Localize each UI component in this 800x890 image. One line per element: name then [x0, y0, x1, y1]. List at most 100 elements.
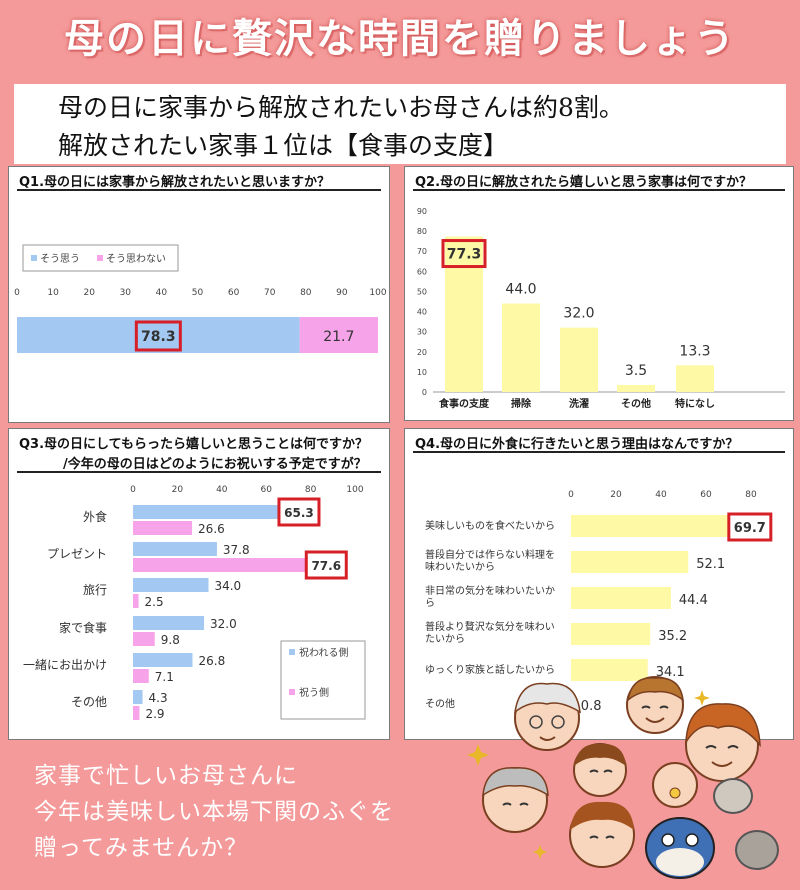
q3-legend-label: 祝われる側	[299, 646, 349, 659]
lead-line-1: 母の日に家事から解放されたいお母さんは約8割。	[58, 93, 624, 122]
q4-panel: Q4.母の日に外食に行きたいと思う理由はなんですか？ 0 20 40 60 80 美味しい…	[404, 428, 794, 740]
q4-category-label: 普段より贅沢な気分を味わい	[425, 620, 555, 633]
q1-data-label: 78.3	[141, 329, 176, 345]
q2-bar	[617, 384, 655, 392]
q3-bar	[133, 632, 155, 646]
q4-x-tick: 80	[745, 490, 757, 500]
q3-title-rule	[17, 471, 381, 473]
q2-title: Q2.母の日に解放されたら嬉しいと思う家事は何ですか？	[415, 175, 753, 190]
q4-x-tick: 60	[700, 490, 712, 500]
banner-title: 母の日に贅沢な時間を贈りましょう	[64, 15, 736, 62]
q3-x-tick: 60	[260, 485, 272, 495]
q4-title-rule	[413, 451, 785, 453]
q4-x-tick: 0	[568, 490, 574, 500]
q3-category-label: 旅行	[83, 583, 107, 597]
q1-x-tick: 0	[14, 288, 20, 298]
q3-x-tick: 40	[216, 485, 228, 495]
q4-data-label: 44.4	[679, 593, 708, 608]
q2-y-tick: 10	[417, 368, 427, 377]
q3-bar	[133, 521, 193, 535]
q4-bar	[571, 659, 648, 681]
lead-line-2: 解放されたい家事１位は【食事の支度】	[58, 131, 509, 160]
q2-bar	[560, 327, 598, 392]
q3-bar	[133, 594, 139, 608]
q3-highlight-box	[304, 550, 348, 580]
q3-bar	[133, 505, 278, 519]
q3-bar	[133, 558, 306, 572]
older-woman-face	[482, 767, 549, 833]
q1-data-label: 21.7	[323, 329, 354, 345]
q1-x-tick: 40	[156, 288, 168, 298]
q1-legend-swatch	[31, 255, 37, 261]
q2-category-label: 掃除	[511, 397, 532, 410]
q2-bar	[445, 236, 483, 392]
q4-x-tick: 20	[610, 490, 622, 500]
q2-panel: Q2.母の日に解放されたら嬉しいと思う家事は何ですか？ 0 10 20 30 40 50 6…	[404, 166, 794, 421]
q1-x-tick: 60	[228, 288, 240, 298]
q2-y-tick: 90	[417, 207, 427, 216]
q3-x-tick: 80	[305, 485, 317, 495]
q4-bar	[571, 551, 689, 573]
footer-line-2: 今年は美味しい本場下関のふぐを	[34, 799, 394, 825]
q2-category-label: 洗濯	[569, 397, 589, 410]
footer-line-3: 贈ってみませんか？	[34, 835, 249, 861]
q1-x-tick: 80	[300, 288, 312, 298]
q3-bar	[133, 653, 193, 667]
q4-bar	[571, 693, 573, 715]
q2-y-tick: 30	[417, 328, 427, 337]
q3-data-label: 65.3	[284, 506, 314, 520]
q4-bar	[571, 587, 671, 609]
q2-category-label: その他	[621, 397, 651, 410]
q4-category-label: たいから	[425, 633, 465, 645]
q4-x-tick: 40	[655, 490, 667, 500]
q3-bar	[133, 690, 143, 704]
q1-legend-label: そう思わない	[106, 253, 166, 265]
q2-bar	[676, 365, 714, 392]
q1-title-rule	[17, 189, 381, 191]
q3-bar	[133, 706, 140, 720]
q3-category-label: プレゼント	[47, 547, 107, 561]
q4-data-label: 0.8	[581, 699, 602, 714]
q4-data-label: 52.1	[696, 557, 725, 572]
q3-legend-swatch	[289, 649, 295, 655]
q3-data-label: 2.9	[145, 707, 164, 721]
q3-category-label: その他	[71, 695, 107, 709]
q4-bar	[571, 623, 651, 645]
q3-legend-swatch	[289, 689, 295, 695]
q3-data-label: 4.3	[149, 691, 168, 705]
q3-chart: 0 20 40 60 80 100 外食 65.3 26.6 プレゼント 37.8 77.6 旅行 34.…	[23, 485, 366, 721]
q1-x-tick: 100	[369, 288, 386, 298]
q2-y-tick: 50	[417, 287, 427, 296]
q3-x-tick: 100	[346, 485, 363, 495]
q3-subtitle: /今年の母の日はどのようにお祝いする予定ですが？	[63, 457, 367, 472]
q2-data-label: 13.3	[679, 343, 710, 359]
q1-panel: Q1.母の日には家事から解放されたいと思いますか？ 0 10 20 30 40 50 60 7…	[8, 166, 390, 423]
q4-category-label: ら	[425, 597, 435, 609]
q3-data-label: 32.0	[210, 617, 237, 631]
q3-category-label: 家で食事	[59, 620, 107, 635]
q2-data-label: 3.5	[625, 363, 647, 379]
q2-y-tick: 70	[417, 247, 427, 256]
q3-category-label: 外食	[83, 509, 107, 524]
q1-legend-label: そう思う	[40, 253, 80, 265]
q3-data-label: 2.5	[145, 595, 164, 609]
q4-data-label: 34.1	[656, 665, 685, 680]
q2-category-label: 特になし	[675, 397, 715, 410]
q3-title: Q3.母の日にしてもらったら嬉しいと思うことは何ですか？	[19, 437, 368, 452]
q2-data-label: 77.3	[447, 247, 482, 263]
q2-data-label: 44.0	[505, 282, 536, 298]
q4-category-label: 美味しいものを食べたいから	[425, 519, 555, 532]
q1-chart: 0 10 20 30 40 50 60 70 80 90 100 そう思う そう思わない 78.3 21.7	[14, 244, 387, 353]
q4-chart: 0 20 40 60 80 美味しいものを食べたいから 69.7 普段自分では作らない料理を味…	[425, 490, 773, 715]
q4-highlight-box	[727, 512, 773, 542]
q3-bar	[133, 542, 217, 556]
q4-category-label: その他	[425, 697, 455, 710]
q4-data-label: 35.2	[658, 629, 687, 644]
q1-title: Q1.母の日には家事から解放されたいと思いますか？	[19, 175, 331, 190]
q1-x-tick: 30	[120, 288, 132, 298]
q1-x-tick: 50	[192, 288, 204, 298]
q4-category-label: ゆっくり家族と話したいから	[425, 663, 555, 676]
cat-icon	[713, 778, 753, 814]
q3-bar	[133, 616, 205, 630]
cat-icon-2	[735, 830, 779, 870]
